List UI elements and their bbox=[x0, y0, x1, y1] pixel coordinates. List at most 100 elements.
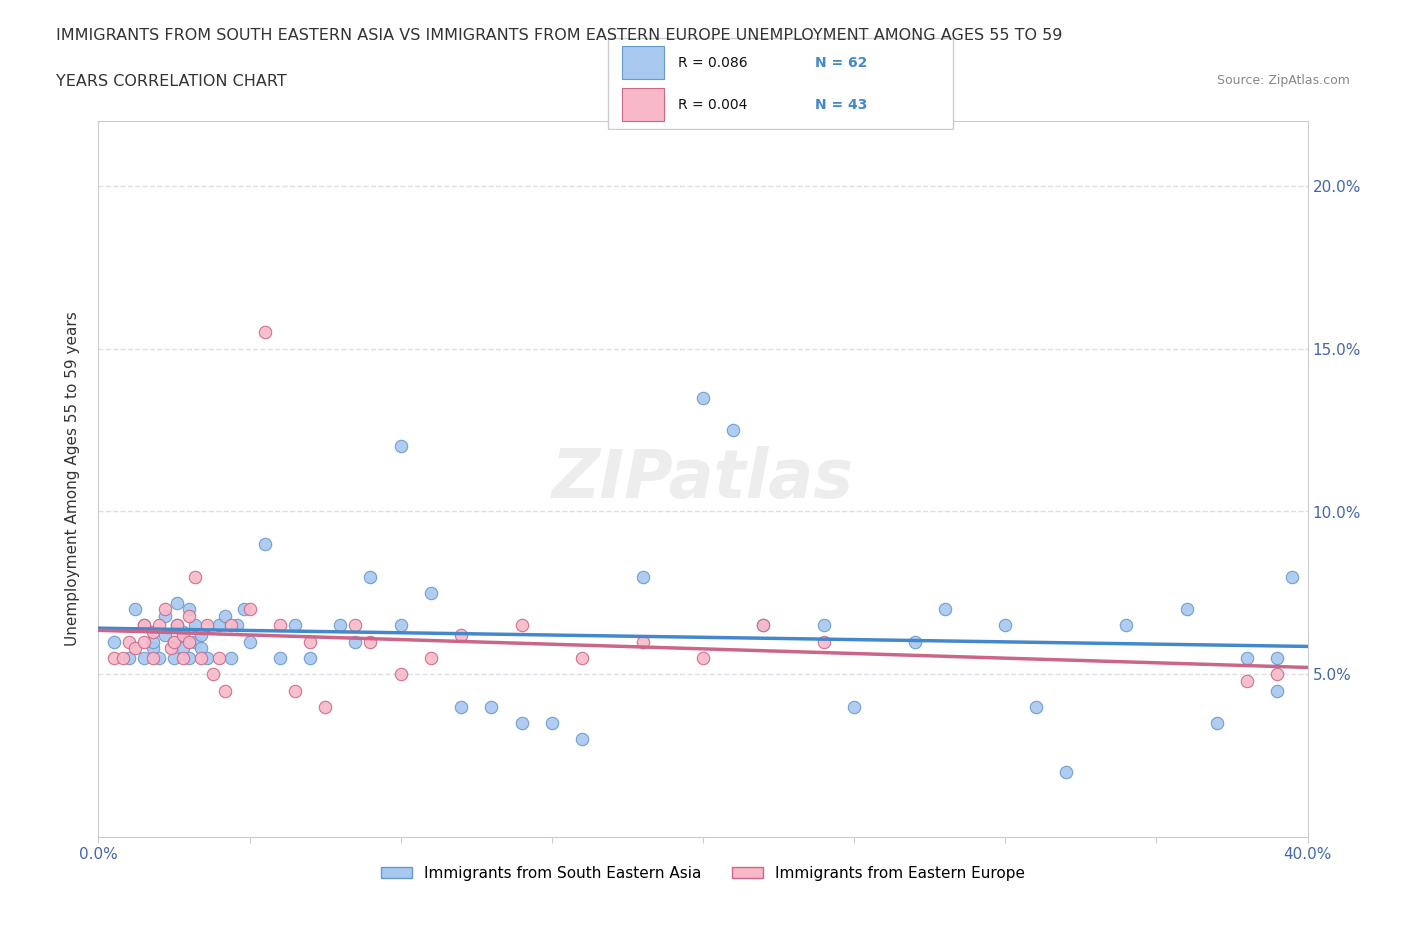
Point bbox=[1236, 673, 1258, 688]
Point bbox=[232, 602, 254, 617]
Point bbox=[142, 651, 165, 666]
Bar bbox=[623, 46, 665, 79]
Point bbox=[166, 595, 188, 610]
Point bbox=[221, 651, 243, 666]
Text: N = 62: N = 62 bbox=[815, 56, 868, 70]
Point bbox=[1236, 651, 1258, 666]
Legend: Immigrants from South Eastern Asia, Immigrants from Eastern Europe: Immigrants from South Eastern Asia, Immi… bbox=[375, 859, 1031, 886]
Point bbox=[571, 732, 593, 747]
Point bbox=[360, 634, 382, 649]
Point bbox=[160, 641, 183, 656]
Point bbox=[166, 618, 188, 633]
Point bbox=[208, 651, 231, 666]
Text: Source: ZipAtlas.com: Source: ZipAtlas.com bbox=[1216, 74, 1350, 87]
Point bbox=[344, 634, 367, 649]
Point bbox=[510, 716, 533, 731]
Point bbox=[752, 618, 775, 633]
Point bbox=[1115, 618, 1137, 633]
Point bbox=[111, 651, 134, 666]
Point bbox=[1024, 699, 1046, 714]
Point bbox=[214, 608, 236, 623]
Point bbox=[571, 651, 593, 666]
Point bbox=[148, 618, 170, 633]
Text: ZIPatlas: ZIPatlas bbox=[553, 446, 853, 512]
Point bbox=[148, 651, 170, 666]
Point bbox=[299, 634, 322, 649]
Point bbox=[226, 618, 249, 633]
Point bbox=[813, 618, 835, 633]
Text: R = 0.004: R = 0.004 bbox=[678, 98, 748, 112]
Point bbox=[214, 683, 236, 698]
Point bbox=[692, 391, 714, 405]
Point bbox=[360, 569, 382, 584]
Point bbox=[179, 608, 201, 623]
Point bbox=[284, 683, 307, 698]
Point bbox=[344, 618, 367, 633]
Point bbox=[813, 634, 835, 649]
Point bbox=[253, 537, 276, 551]
Point bbox=[132, 634, 155, 649]
Point bbox=[450, 699, 472, 714]
Point bbox=[420, 651, 443, 666]
Point bbox=[510, 618, 533, 633]
Point bbox=[190, 651, 212, 666]
Point bbox=[752, 618, 775, 633]
Point bbox=[904, 634, 927, 649]
Point bbox=[1267, 651, 1289, 666]
Point bbox=[172, 641, 194, 656]
Point bbox=[142, 641, 165, 656]
Point bbox=[153, 602, 176, 617]
Point bbox=[389, 618, 412, 633]
Point bbox=[631, 569, 654, 584]
Text: YEARS CORRELATION CHART: YEARS CORRELATION CHART bbox=[56, 74, 287, 89]
Point bbox=[202, 667, 225, 682]
Point bbox=[142, 634, 165, 649]
Point bbox=[190, 641, 212, 656]
Point bbox=[1267, 667, 1289, 682]
Y-axis label: Unemployment Among Ages 55 to 59 years: Unemployment Among Ages 55 to 59 years bbox=[65, 312, 80, 646]
Point bbox=[103, 651, 125, 666]
Point bbox=[184, 634, 207, 649]
Point bbox=[314, 699, 336, 714]
Point bbox=[299, 651, 322, 666]
Text: R = 0.086: R = 0.086 bbox=[678, 56, 748, 70]
Point bbox=[692, 651, 714, 666]
Point bbox=[389, 667, 412, 682]
Bar bbox=[623, 88, 665, 121]
Point bbox=[153, 608, 176, 623]
Point bbox=[195, 618, 218, 633]
Point bbox=[184, 618, 207, 633]
Point bbox=[389, 439, 412, 454]
Point bbox=[118, 634, 141, 649]
Point bbox=[253, 326, 276, 340]
Text: N = 43: N = 43 bbox=[815, 98, 868, 112]
Point bbox=[172, 625, 194, 640]
Text: IMMIGRANTS FROM SOUTH EASTERN ASIA VS IMMIGRANTS FROM EASTERN EUROPE UNEMPLOYMEN: IMMIGRANTS FROM SOUTH EASTERN ASIA VS IM… bbox=[56, 28, 1063, 43]
Point bbox=[153, 628, 176, 643]
Point bbox=[844, 699, 866, 714]
Point bbox=[163, 634, 186, 649]
Point bbox=[934, 602, 956, 617]
Point bbox=[450, 628, 472, 643]
Point bbox=[1267, 683, 1289, 698]
Point bbox=[329, 618, 352, 633]
Point bbox=[420, 586, 443, 601]
FancyBboxPatch shape bbox=[609, 38, 953, 129]
Point bbox=[269, 651, 291, 666]
Point bbox=[179, 634, 201, 649]
Point bbox=[166, 618, 188, 633]
Point bbox=[284, 618, 307, 633]
Point bbox=[172, 651, 194, 666]
Point bbox=[195, 651, 218, 666]
Point bbox=[481, 699, 503, 714]
Point bbox=[163, 651, 186, 666]
Point bbox=[132, 618, 155, 633]
Point bbox=[1054, 764, 1077, 779]
Point bbox=[239, 634, 262, 649]
Point bbox=[132, 651, 155, 666]
Point bbox=[208, 618, 231, 633]
Point bbox=[994, 618, 1017, 633]
Point bbox=[1175, 602, 1198, 617]
Point bbox=[184, 569, 207, 584]
Point bbox=[221, 618, 243, 633]
